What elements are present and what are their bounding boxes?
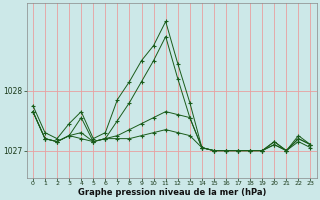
X-axis label: Graphe pression niveau de la mer (hPa): Graphe pression niveau de la mer (hPa) (77, 188, 266, 197)
